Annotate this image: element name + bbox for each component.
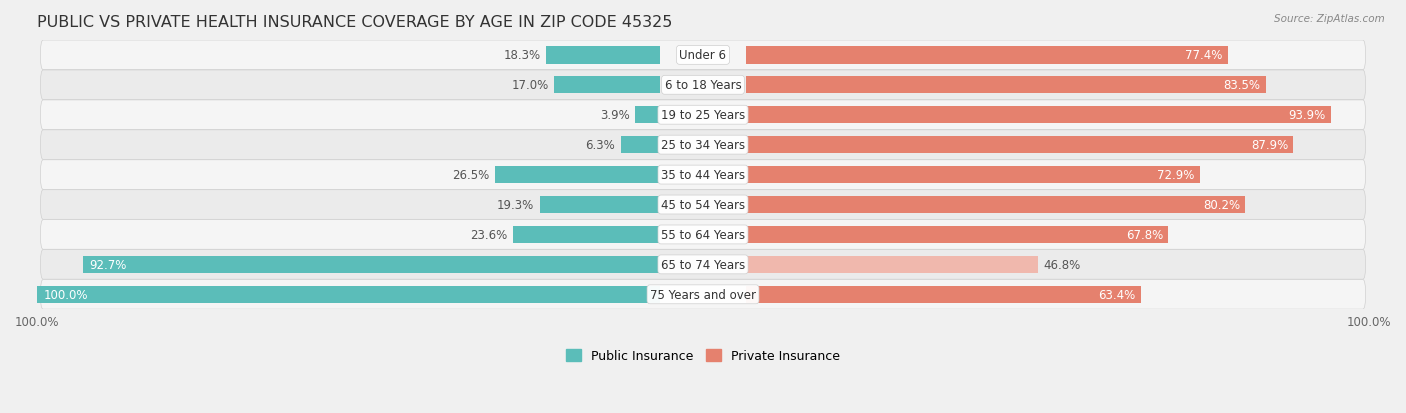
FancyBboxPatch shape — [41, 41, 1365, 71]
FancyBboxPatch shape — [41, 131, 1365, 160]
Bar — [636, 107, 659, 124]
Text: 17.0%: 17.0% — [512, 79, 548, 92]
Bar — [554, 77, 659, 94]
Bar — [540, 196, 659, 214]
Text: 45 to 54 Years: 45 to 54 Years — [661, 199, 745, 211]
Text: 65 to 74 Years: 65 to 74 Years — [661, 258, 745, 271]
Text: 25 to 34 Years: 25 to 34 Years — [661, 139, 745, 152]
Bar — [747, 137, 1294, 154]
Text: 93.9%: 93.9% — [1288, 109, 1326, 122]
Bar — [495, 166, 659, 184]
Text: 3.9%: 3.9% — [600, 109, 630, 122]
Text: 87.9%: 87.9% — [1251, 139, 1288, 152]
Bar — [747, 286, 1140, 303]
Bar — [747, 77, 1265, 94]
Text: 6.3%: 6.3% — [585, 139, 616, 152]
FancyBboxPatch shape — [41, 71, 1365, 100]
FancyBboxPatch shape — [41, 220, 1365, 250]
Text: 23.6%: 23.6% — [470, 228, 508, 241]
FancyBboxPatch shape — [41, 250, 1365, 280]
Bar — [747, 256, 1038, 273]
Bar — [747, 226, 1168, 244]
Bar — [37, 286, 659, 303]
FancyBboxPatch shape — [41, 280, 1365, 309]
FancyBboxPatch shape — [41, 101, 1365, 130]
Bar — [747, 107, 1330, 124]
Bar — [546, 47, 659, 64]
Text: 75 Years and over: 75 Years and over — [650, 288, 756, 301]
Text: 77.4%: 77.4% — [1185, 49, 1223, 62]
Bar — [620, 137, 659, 154]
Bar — [747, 196, 1246, 214]
Text: 6 to 18 Years: 6 to 18 Years — [665, 79, 741, 92]
Text: Source: ZipAtlas.com: Source: ZipAtlas.com — [1274, 14, 1385, 24]
Text: PUBLIC VS PRIVATE HEALTH INSURANCE COVERAGE BY AGE IN ZIP CODE 45325: PUBLIC VS PRIVATE HEALTH INSURANCE COVER… — [37, 15, 672, 30]
Bar — [83, 256, 659, 273]
Text: 35 to 44 Years: 35 to 44 Years — [661, 169, 745, 182]
Text: 26.5%: 26.5% — [453, 169, 489, 182]
Bar — [747, 47, 1227, 64]
Text: 83.5%: 83.5% — [1223, 79, 1261, 92]
Text: 19 to 25 Years: 19 to 25 Years — [661, 109, 745, 122]
Text: 18.3%: 18.3% — [503, 49, 540, 62]
Text: Under 6: Under 6 — [679, 49, 727, 62]
Text: 80.2%: 80.2% — [1204, 199, 1240, 211]
Text: 72.9%: 72.9% — [1157, 169, 1195, 182]
Bar — [513, 226, 659, 244]
Legend: Public Insurance, Private Insurance: Public Insurance, Private Insurance — [567, 349, 839, 363]
Text: 63.4%: 63.4% — [1098, 288, 1136, 301]
Text: 19.3%: 19.3% — [496, 199, 534, 211]
Text: 92.7%: 92.7% — [90, 258, 127, 271]
Bar — [747, 166, 1201, 184]
Text: 67.8%: 67.8% — [1126, 228, 1163, 241]
Text: 100.0%: 100.0% — [44, 288, 89, 301]
Text: 46.8%: 46.8% — [1043, 258, 1080, 271]
FancyBboxPatch shape — [41, 160, 1365, 190]
FancyBboxPatch shape — [41, 190, 1365, 220]
Text: 55 to 64 Years: 55 to 64 Years — [661, 228, 745, 241]
